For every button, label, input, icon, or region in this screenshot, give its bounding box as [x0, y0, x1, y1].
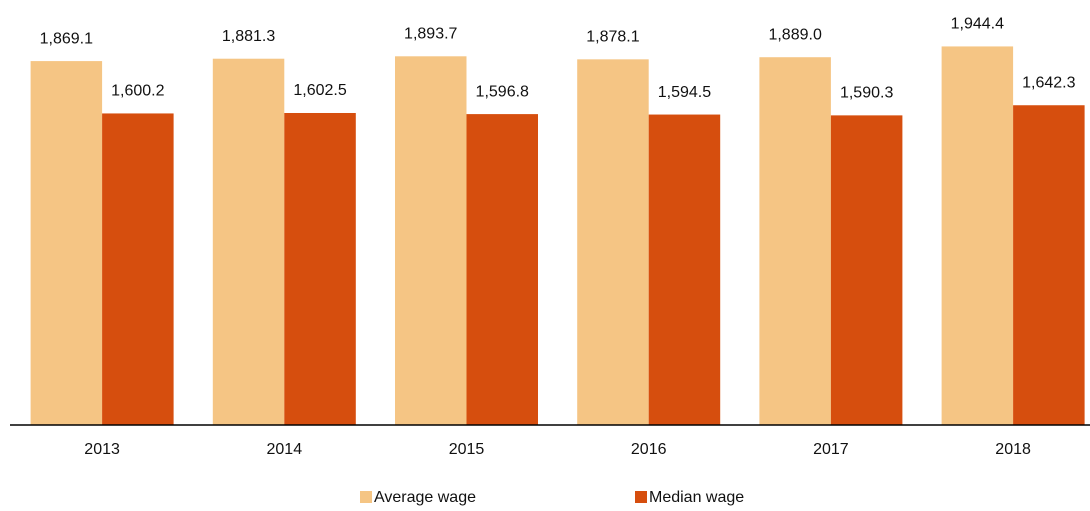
bar — [941, 46, 1014, 425]
data-label: 1,893.7 — [404, 26, 457, 43]
bar — [759, 57, 831, 425]
bar — [830, 115, 903, 425]
bar — [212, 58, 285, 426]
x-tick-label: 2016 — [631, 441, 667, 458]
bar — [395, 56, 467, 426]
data-label: 1,881.3 — [222, 28, 275, 45]
x-tick-label: 2015 — [449, 441, 485, 458]
data-label: 1,600.2 — [111, 83, 164, 100]
legend-label: Median wage — [649, 489, 744, 506]
data-label: 1,602.5 — [293, 82, 346, 99]
legend-swatch — [360, 491, 372, 503]
x-tick-label: 2013 — [84, 441, 120, 458]
x-tick-label: 2018 — [995, 441, 1031, 458]
data-label: 1,869.1 — [40, 30, 93, 47]
bar — [1013, 105, 1085, 425]
x-tick-label: 2014 — [267, 441, 303, 458]
data-label: 1,889.0 — [768, 26, 821, 43]
bar — [577, 59, 649, 426]
x-tick-label: 2017 — [813, 441, 849, 458]
data-label: 1,944.4 — [951, 16, 1004, 33]
data-label: 1,594.5 — [658, 84, 711, 101]
bar — [466, 114, 538, 426]
legend-swatch — [635, 491, 647, 503]
data-label: 1,590.3 — [840, 85, 893, 102]
data-label: 1,878.1 — [586, 29, 639, 46]
bar — [30, 61, 103, 425]
bar — [102, 113, 174, 425]
data-label: 1,596.8 — [476, 83, 529, 100]
legend-label: Average wage — [374, 489, 476, 506]
data-label: 1,642.3 — [1022, 74, 1075, 91]
bar — [284, 112, 356, 425]
bar — [648, 114, 721, 426]
